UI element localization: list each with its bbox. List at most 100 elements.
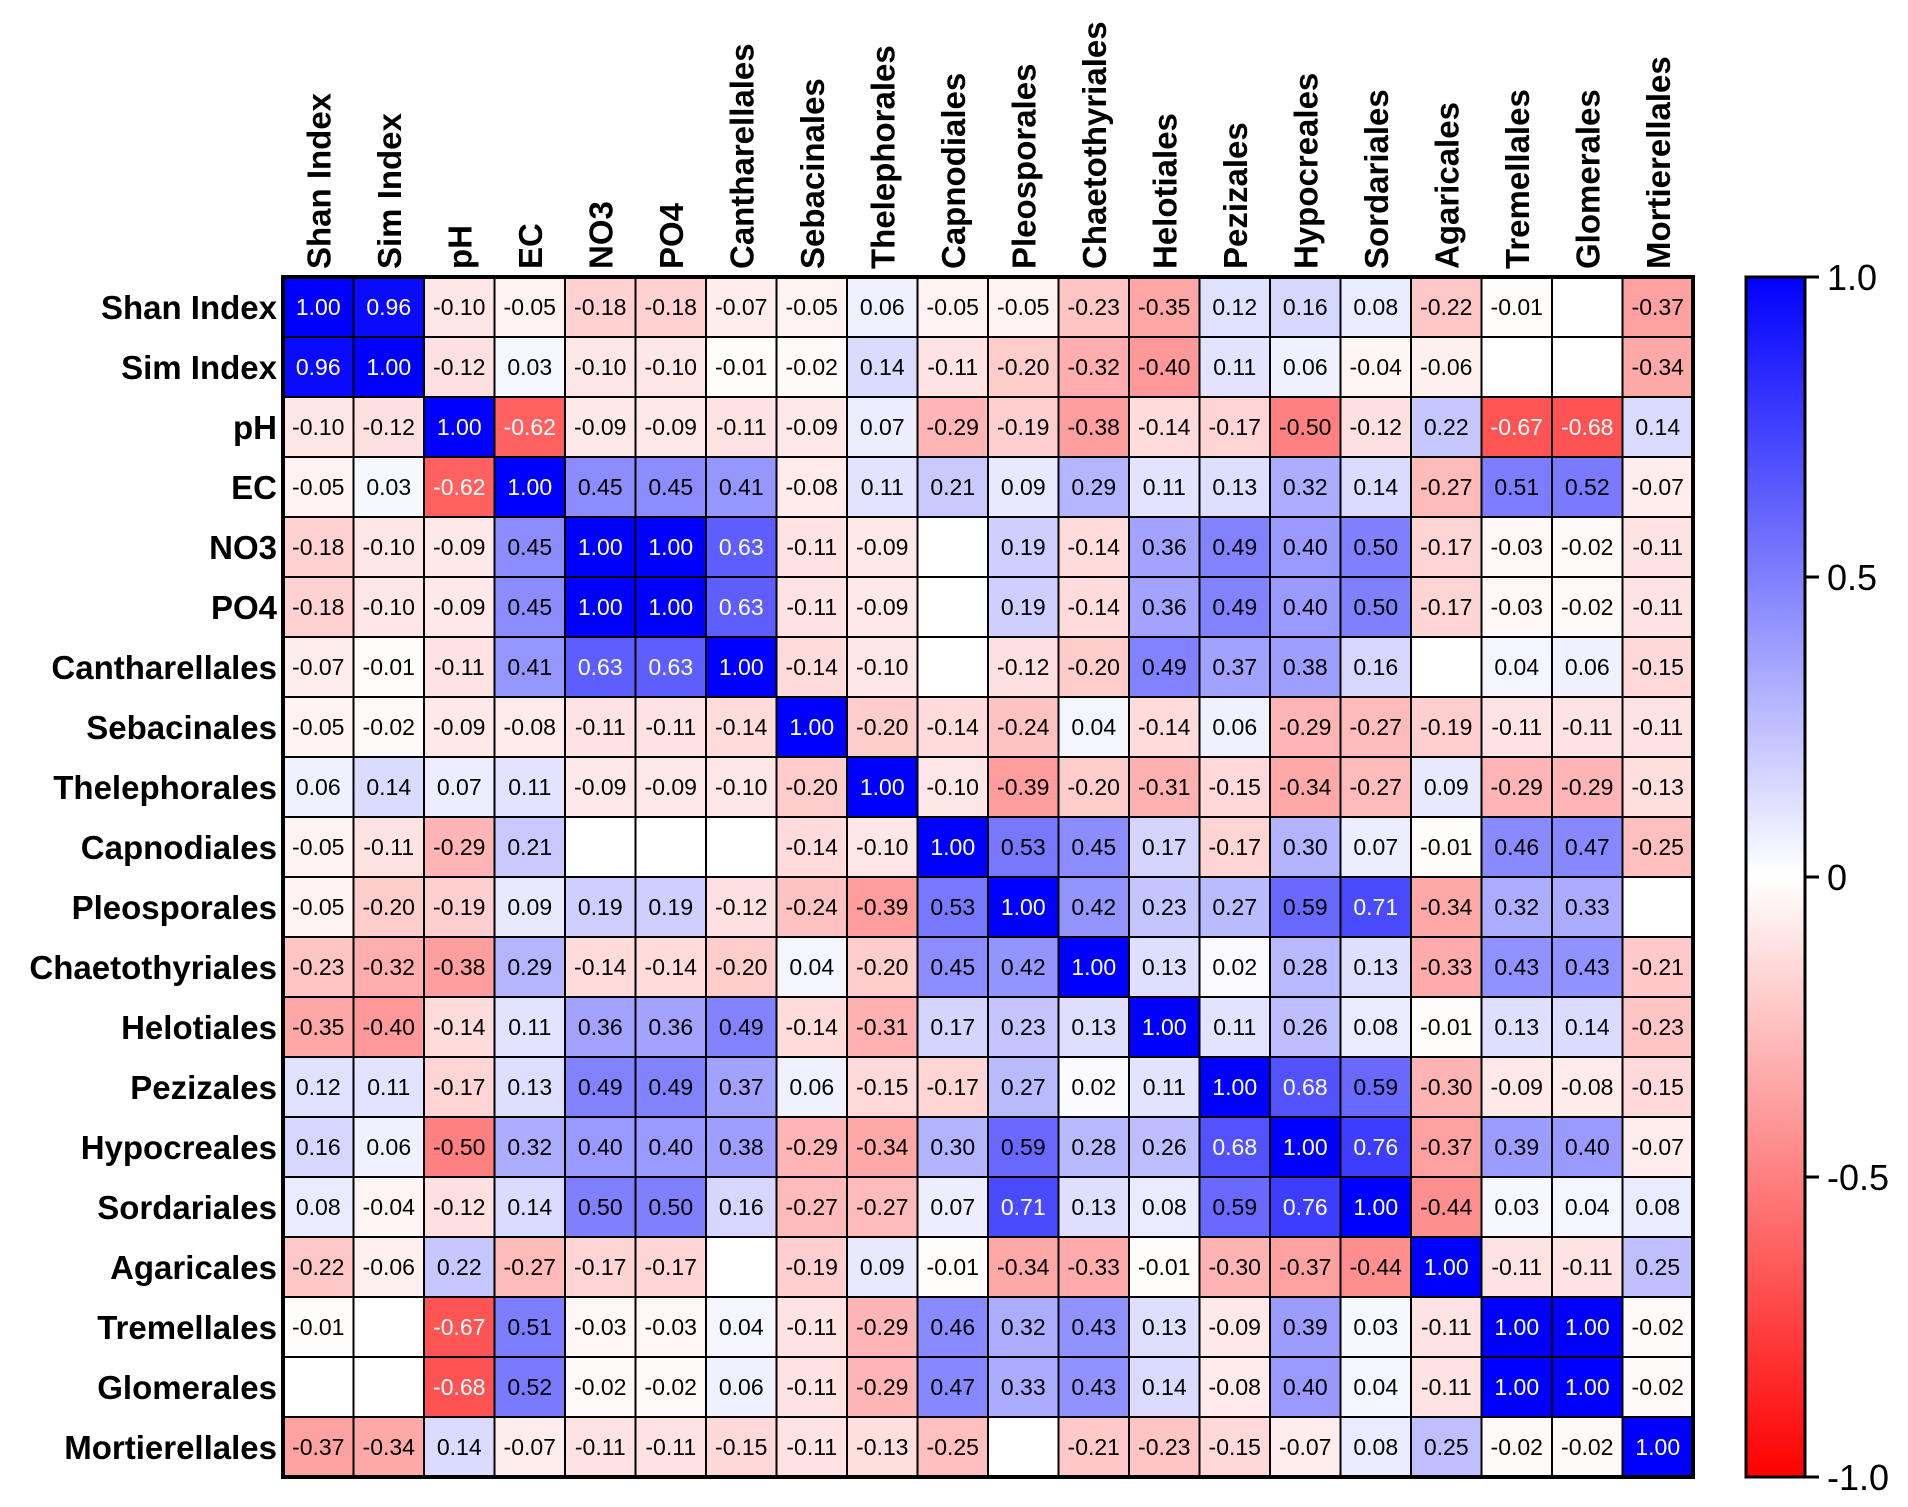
heatmap-cell-value: -0.11	[1421, 1374, 1472, 1400]
heatmap-cell-value: -0.11	[575, 714, 626, 740]
heatmap-cell-value: -0.11	[1491, 714, 1542, 740]
column-label-cantharellales: Cantharellales	[723, 43, 760, 269]
heatmap-cell-value: 0.03	[1353, 1314, 1398, 1340]
column-label-helotiales: Helotiales	[1146, 113, 1183, 269]
heatmap-cell-cantharellales-hypocreales	[1269, 636, 1342, 698]
heatmap-cell-value: 0.11	[1213, 354, 1256, 380]
heatmap-cell-helotiales-mortierellales	[1621, 996, 1694, 1058]
heatmap-cell-value: -0.15	[715, 1434, 767, 1460]
heatmap-cell-value: 0.40	[578, 1134, 623, 1160]
heatmap-cell-value: 0.45	[507, 594, 552, 620]
row-label-helotiales: Helotiales	[121, 1009, 277, 1046]
heatmap-cell-pezizales-chaetothyriales	[1057, 1056, 1130, 1118]
column-label-tremellales: Tremellales	[1499, 89, 1536, 269]
heatmap-cell-sim-index-glomerales	[1551, 336, 1624, 398]
heatmap-cell-value: 0.28	[1071, 1134, 1116, 1160]
heatmap-cell-value: 0.11	[861, 474, 904, 500]
heatmap-cell-sim-index-sim-index	[352, 336, 425, 398]
heatmap-cell-value: -0.09	[645, 414, 697, 440]
heatmap-cell-value: -0.12	[1350, 414, 1402, 440]
heatmap-cell-value: -0.20	[856, 714, 908, 740]
heatmap-cell-value: -0.09	[574, 414, 626, 440]
heatmap-cell-capnodiales-glomerales	[1551, 816, 1624, 878]
heatmap-cell-po4-agaricales	[1410, 576, 1483, 638]
heatmap-cell-value: 0.50	[1353, 534, 1398, 560]
heatmap-cell-pleosporales-sordariales	[1339, 876, 1412, 938]
heatmap-cell-value: -0.27	[1420, 474, 1472, 500]
heatmap-cell-value: 0.51	[1494, 474, 1539, 500]
heatmap-cell-value: -0.11	[1562, 1254, 1613, 1280]
heatmap-cell-value: -0.68	[1561, 414, 1613, 440]
heatmap-cell-ph-glomerales	[1551, 396, 1624, 458]
heatmap-cell-thelephorales-sebacinales	[775, 756, 848, 818]
heatmap-cell-value: 0.63	[578, 654, 623, 680]
heatmap-cell-value: -0.07	[1279, 1434, 1331, 1460]
color-scale-bar	[1744, 275, 1807, 1479]
heatmap-cell-value: 0.32	[1494, 894, 1539, 920]
heatmap-cell-value: 0.68	[1283, 1074, 1328, 1100]
heatmap-cell-shan-index-chaetothyriales	[1057, 276, 1130, 338]
heatmap-cell-value: -0.15	[1632, 654, 1684, 680]
heatmap-cell-chaetothyriales-chaetothyriales	[1057, 936, 1130, 998]
heatmap-cell-value: -0.05	[927, 294, 979, 320]
heatmap-cell-value: -0.27	[504, 1254, 556, 1280]
heatmap-cell-value: 0.13	[1071, 1194, 1116, 1220]
heatmap-cell-pezizales-cantharellales	[705, 1056, 778, 1118]
heatmap-cell-mortierellales-pleosporales	[987, 1416, 1060, 1478]
heatmap-cell-agaricales-tremellales	[1480, 1236, 1553, 1298]
column-label-chaetothyriales: Chaetothyriales	[1076, 21, 1113, 269]
row-label-chaetothyriales: Chaetothyriales	[29, 949, 277, 986]
heatmap-cell-value: -0.29	[927, 414, 979, 440]
heatmap-cell-value: 0.32	[1001, 1314, 1046, 1340]
heatmap-cell-glomerales-agaricales	[1410, 1356, 1483, 1418]
heatmap-cell-value: 0.25	[1635, 1254, 1680, 1280]
heatmap-cell-helotiales-cantharellales	[705, 996, 778, 1058]
heatmap-cell-thelephorales-sim-index	[352, 756, 425, 818]
heatmap-cell-ph-helotiales	[1128, 396, 1201, 458]
heatmap-cell-capnodiales-pleosporales	[987, 816, 1060, 878]
heatmap-cell-helotiales-capnodiales	[916, 996, 989, 1058]
heatmap-cell-value: 0.49	[719, 1014, 764, 1040]
heatmap-cell-glomerales-hypocreales	[1269, 1356, 1342, 1418]
heatmap-cell-value: -0.11	[1491, 1254, 1542, 1280]
heatmap-cell-value: -0.19	[786, 1254, 838, 1280]
row-label-agaricales: Agaricales	[110, 1249, 277, 1286]
heatmap-cell-value: -0.14	[786, 1014, 839, 1040]
heatmap-cell-value: 0.14	[1142, 1374, 1187, 1400]
heatmap-cell-value: 0.36	[1142, 594, 1187, 620]
heatmap-cell-ec-sordariales	[1339, 456, 1412, 518]
heatmap-cell-value: -0.05	[292, 474, 344, 500]
heatmap-cell-value: -0.02	[363, 714, 415, 740]
heatmap-cell-value: 0.13	[1142, 1314, 1187, 1340]
heatmap-cell-tremellales-mortierellales	[1621, 1296, 1694, 1358]
heatmap-cell-value: -0.02	[1632, 1374, 1684, 1400]
heatmap-cell-value: 0.36	[578, 1014, 623, 1040]
heatmap-cell-pleosporales-tremellales	[1480, 876, 1553, 938]
heatmap-cell-value: 1.00	[648, 534, 693, 560]
heatmap-cell-cantharellales-tremellales	[1480, 636, 1553, 698]
heatmap-cell-value: -0.15	[1209, 1434, 1261, 1460]
heatmap-cell-value: 0.12	[1212, 294, 1257, 320]
heatmap-cell-value: -0.18	[574, 294, 626, 320]
heatmap-cell-capnodiales-ph	[423, 816, 496, 878]
color-scale-tick-label: 0	[1827, 857, 1847, 898]
heatmap-cell-value: 0.42	[1071, 894, 1116, 920]
heatmap-cell-value: -0.18	[645, 294, 697, 320]
heatmap-cell-value: -0.20	[856, 954, 908, 980]
heatmap-cell-capnodiales-tremellales	[1480, 816, 1553, 878]
heatmap-cell-value: 0.49	[1212, 534, 1257, 560]
heatmap-cell-value: -0.33	[1068, 1254, 1120, 1280]
heatmap-cell-value: -0.29	[786, 1134, 838, 1160]
heatmap-cell-value: -0.05	[292, 834, 344, 860]
heatmap-cell-value: 0.06	[789, 1074, 834, 1100]
heatmap-cell-value: -0.07	[1632, 1134, 1684, 1160]
heatmap-cell-value: 1.00	[507, 474, 552, 500]
heatmap-cell-cantharellales-helotiales	[1128, 636, 1201, 698]
heatmap-cell-no3-capnodiales	[916, 516, 989, 578]
heatmap-cell-value: -0.02	[645, 1374, 697, 1400]
heatmap-cell-value: 0.39	[1494, 1134, 1539, 1160]
heatmap-cell-value: -0.21	[1068, 1434, 1120, 1460]
heatmap-cell-value: -0.02	[786, 354, 838, 380]
heatmap-cell-helotiales-sebacinales	[775, 996, 848, 1058]
heatmap-cell-value: 0.16	[719, 1194, 764, 1220]
